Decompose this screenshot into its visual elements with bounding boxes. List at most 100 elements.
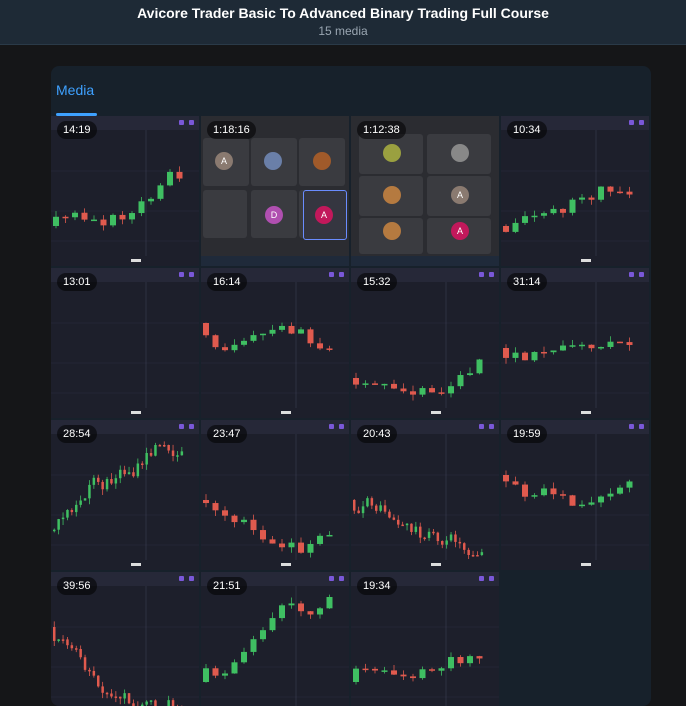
candlestick-thumbnail	[501, 130, 649, 262]
candle-body	[260, 530, 266, 540]
candle-body	[57, 519, 60, 530]
candle-body	[607, 493, 614, 497]
duration-badge: 19:34	[357, 577, 397, 595]
candle-body	[503, 348, 509, 358]
scroll-marker	[581, 259, 591, 262]
scroll-marker	[431, 563, 441, 566]
candle-body	[154, 445, 157, 456]
media-panel: Media 14:19 A D A 1:18:16 A A	[51, 66, 651, 706]
candle-body	[541, 488, 547, 496]
media-tile[interactable]: 20:43	[351, 420, 499, 570]
candle-body	[136, 463, 140, 477]
candle-body	[560, 494, 566, 496]
candle-body	[298, 329, 304, 334]
duration-badge: 14:19	[57, 121, 97, 139]
media-tile[interactable]: 28:54	[51, 420, 199, 570]
candle-body	[231, 515, 238, 523]
participant-avatar	[383, 144, 401, 162]
candle-body	[298, 542, 304, 553]
duration-badge: 39:56	[57, 577, 97, 595]
candle-body	[123, 693, 126, 699]
candle-body	[114, 478, 118, 484]
candle-body	[101, 686, 104, 693]
candle-body	[541, 351, 547, 354]
scroll-marker	[131, 411, 141, 414]
media-tile[interactable]: A A 1:12:38	[351, 116, 499, 266]
candle-body	[357, 510, 360, 514]
candle-body	[381, 383, 388, 386]
candle-body	[70, 510, 74, 513]
duration-badge: 16:14	[207, 273, 247, 291]
media-tile[interactable]: 13:01	[51, 268, 199, 418]
media-tile[interactable]: A D A 1:18:16	[201, 116, 349, 266]
media-tile[interactable]: 19:59	[501, 420, 649, 570]
media-tile[interactable]: 14:19	[51, 116, 199, 266]
candle-body	[110, 479, 113, 484]
candle-body	[114, 696, 118, 698]
candle-body	[441, 541, 444, 545]
media-tile[interactable]: 15:32	[351, 268, 499, 418]
candle-body	[127, 472, 131, 475]
candle-body	[288, 603, 295, 606]
candle-body	[626, 342, 633, 345]
media-tile[interactable]: 31:14	[501, 268, 649, 418]
candle-body	[83, 657, 87, 670]
participant-avatar	[264, 152, 282, 170]
candle-body	[241, 519, 247, 523]
candle-body	[467, 656, 473, 664]
candle-body	[241, 340, 247, 345]
candle-body	[410, 391, 416, 395]
candle-body	[476, 656, 483, 659]
candle-body	[588, 502, 595, 505]
candle-body	[250, 519, 257, 531]
candle-body	[372, 383, 378, 385]
candle-body	[579, 504, 585, 507]
candle-body	[579, 197, 585, 200]
candle-body	[279, 325, 285, 330]
duration-badge: 13:01	[57, 273, 97, 291]
candle-body	[260, 333, 266, 336]
candle-body	[167, 171, 173, 186]
candle-body	[307, 543, 314, 553]
scroll-marker	[281, 411, 291, 414]
candle-body	[317, 343, 323, 349]
candle-body	[429, 669, 435, 671]
candle-body	[129, 213, 135, 220]
participant-avatar: A	[451, 222, 469, 240]
candle-body	[163, 445, 166, 447]
candle-body	[400, 388, 407, 392]
candle-body	[222, 347, 228, 351]
candle-body	[149, 700, 153, 702]
candle-body	[326, 534, 333, 537]
candle-body	[88, 669, 91, 672]
media-tile[interactable]: 19:34	[351, 572, 499, 706]
media-tile[interactable]: 10:34	[501, 116, 649, 266]
candle-body	[550, 488, 557, 495]
media-tile[interactable]: 21:51	[201, 572, 349, 706]
candlestick-thumbnail	[51, 434, 199, 566]
candle-body	[405, 523, 409, 526]
candle-body	[119, 214, 126, 220]
candle-body	[212, 503, 219, 511]
scroll-marker	[581, 563, 591, 566]
media-tile[interactable]: 16:14	[201, 268, 349, 418]
candle-body	[362, 383, 369, 385]
candle-body	[250, 335, 257, 341]
tab-media[interactable]: Media	[56, 82, 95, 98]
candle-body	[454, 534, 457, 542]
candle-body	[436, 532, 440, 542]
candle-body	[203, 323, 209, 336]
duration-badge: 21:51	[207, 577, 247, 595]
candle-body	[132, 472, 135, 477]
candle-body	[66, 510, 69, 518]
candle-body	[598, 496, 604, 503]
candle-body	[626, 481, 633, 488]
media-tile[interactable]: 39:56	[51, 572, 199, 706]
candle-body	[531, 351, 538, 361]
duration-badge: 23:47	[207, 425, 247, 443]
media-tile[interactable]: 23:47	[201, 420, 349, 570]
candle-body	[388, 511, 391, 518]
candle-body	[626, 191, 633, 195]
candle-body	[231, 662, 238, 674]
candle-body	[432, 531, 435, 534]
